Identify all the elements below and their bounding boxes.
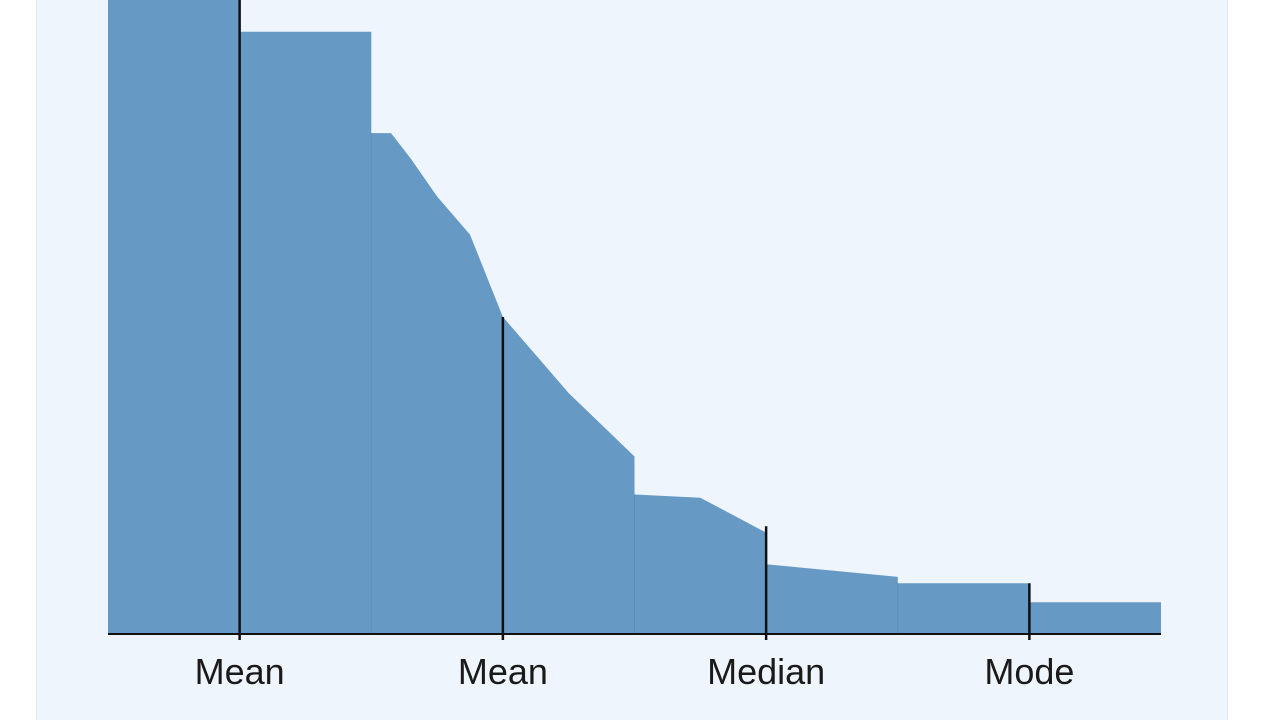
tick-label-median: Median [707,651,825,692]
tick-label-mean: Mean [195,651,285,692]
tick-label-mode: Mode [984,651,1074,692]
tick-label-mean: Mean [458,651,548,692]
marker-lines [238,0,1031,640]
tick-labels: Mean Mean Median Mode [195,651,1075,692]
